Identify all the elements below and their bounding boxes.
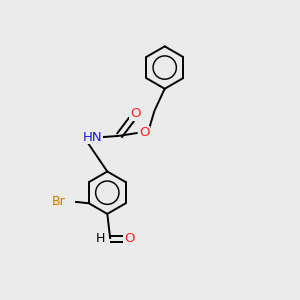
Text: Br: Br bbox=[52, 195, 65, 208]
Text: O: O bbox=[139, 126, 149, 140]
Text: HN: HN bbox=[83, 131, 102, 144]
Text: O: O bbox=[130, 107, 140, 120]
Text: O: O bbox=[124, 232, 135, 245]
Text: H: H bbox=[95, 232, 105, 245]
